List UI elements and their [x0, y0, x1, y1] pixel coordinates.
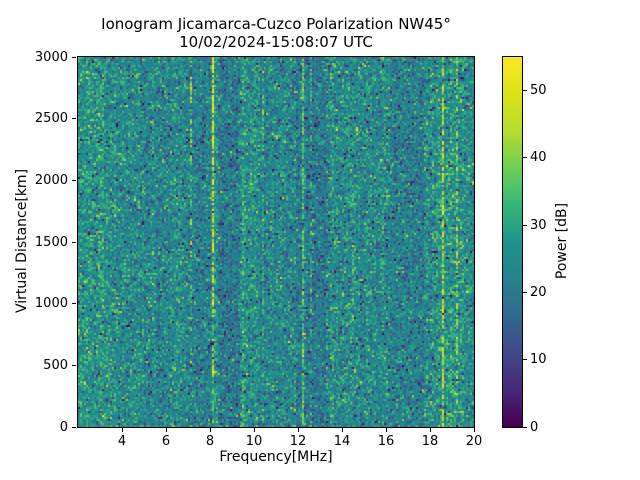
ionogram-heatmap: [78, 57, 474, 427]
x-tick-label: 4: [117, 434, 127, 449]
y-tick-label: 2500: [34, 111, 68, 127]
colorbar-tick-mark: [523, 359, 527, 361]
y-tick-mark: [72, 364, 76, 366]
y-tick-mark: [72, 56, 76, 58]
y-tick-label: 0: [59, 419, 68, 435]
y-tick-label: 2000: [34, 172, 68, 188]
x-tick-mark: [385, 428, 387, 432]
x-tick-label: 14: [333, 434, 351, 449]
colorbar-tick-mark: [523, 291, 527, 293]
chart-subtitle: 10/02/2024-15:08:07 UTC: [179, 33, 373, 51]
chart-title: Ionogram Jicamarca-Cuzco Polarization NW…: [101, 15, 451, 33]
x-tick-label: 18: [421, 434, 439, 449]
x-tick-label: 6: [161, 434, 171, 449]
y-tick-mark: [72, 241, 76, 243]
x-tick-mark: [121, 428, 123, 432]
x-tick-mark: [209, 428, 211, 432]
x-tick-mark: [341, 428, 343, 432]
y-tick-mark: [72, 303, 76, 305]
y-tick-label: 1500: [34, 234, 68, 250]
plot-area: [77, 56, 475, 428]
colorbar-tick-mark: [523, 224, 527, 226]
y-tick-label: 1000: [34, 296, 68, 312]
y-axis-label: Virtual Distance[km]: [14, 168, 30, 314]
y-tick-mark: [72, 179, 76, 181]
colorbar-tick-label: 40: [530, 150, 547, 166]
colorbar-tick-label: 20: [530, 284, 547, 300]
colorbar-tick-label: 0: [530, 419, 539, 435]
colorbar-tick-mark: [523, 426, 527, 428]
colorbar-tick-mark: [523, 157, 527, 159]
colorbar-label: Power [dB]: [554, 202, 570, 280]
x-tick-label: 8: [205, 434, 215, 449]
colorbar-gradient: [503, 57, 522, 427]
x-tick-label: 10: [245, 434, 263, 449]
x-tick-mark: [253, 428, 255, 432]
x-tick-label: 16: [377, 434, 395, 449]
x-axis-label: Frequency[MHz]: [219, 449, 333, 465]
x-tick-mark: [297, 428, 299, 432]
y-tick-mark: [72, 118, 76, 120]
x-tick-mark: [429, 428, 431, 432]
x-tick-label: 20: [465, 434, 483, 449]
y-tick-label: 500: [43, 357, 68, 373]
x-tick-label: 12: [289, 434, 307, 449]
colorbar: [502, 56, 523, 428]
x-tick-mark: [165, 428, 167, 432]
colorbar-tick-label: 30: [530, 217, 547, 233]
colorbar-tick-label: 50: [530, 83, 547, 99]
colorbar-tick-label: 10: [530, 352, 547, 368]
y-tick-label: 3000: [34, 49, 68, 65]
colorbar-tick-mark: [523, 90, 527, 92]
y-tick-mark: [72, 426, 76, 428]
x-tick-mark: [473, 428, 475, 432]
